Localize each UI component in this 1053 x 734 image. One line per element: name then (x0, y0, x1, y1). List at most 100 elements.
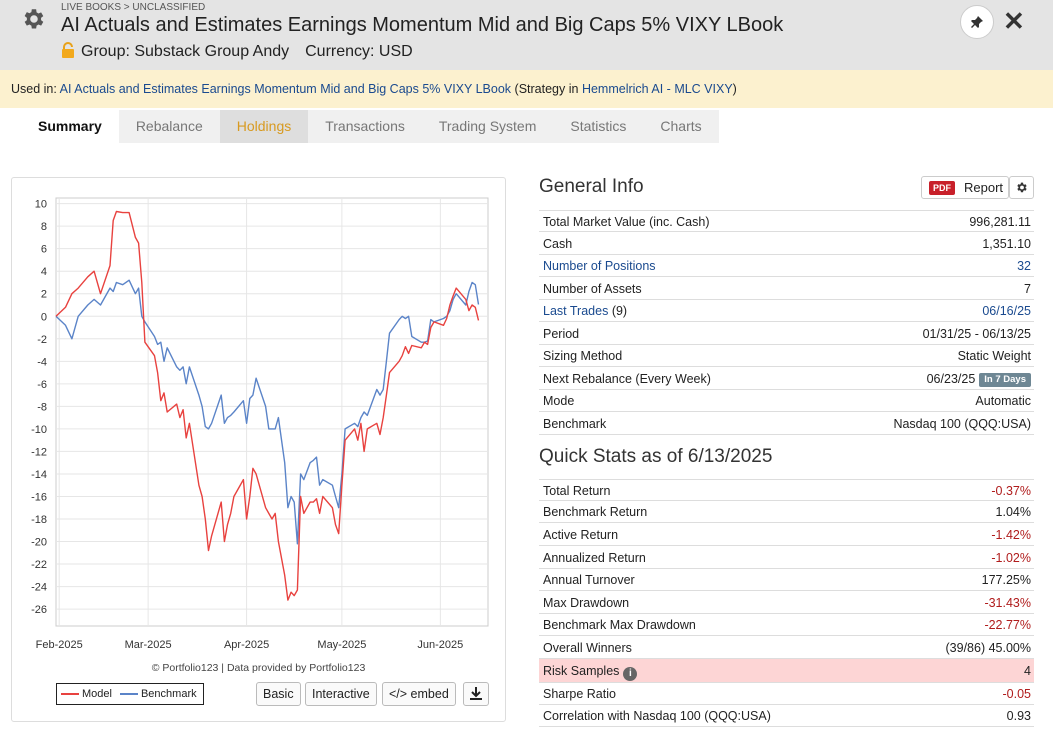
rebalance-badge: In 7 Days (979, 373, 1031, 387)
info-icon[interactable]: i (623, 667, 638, 681)
info-row-benchmark: Benchmark Nasdaq 100 (QQQ:USA) (539, 413, 1034, 435)
stat-row-risk-samples: Risk Samples i 4 (539, 659, 1034, 683)
y-tick-label: 6 (41, 244, 47, 256)
x-tick-label: Feb-2025 (36, 639, 83, 651)
stat-row-annualized-return: Annualized Return -1.02% (539, 547, 1034, 569)
lock-icon (62, 42, 74, 58)
page-header: LIVE BOOKS > UNCLASSIFIED AI Actuals and… (0, 0, 1053, 70)
pin-icon (971, 16, 983, 28)
y-tick-label: -6 (37, 379, 47, 391)
interactive-button[interactable]: Interactive (305, 682, 377, 706)
y-tick-label: -26 (31, 604, 47, 616)
stat-row-correlation: Correlation with Nasdaq 100 (QQQ:USA) 0.… (539, 705, 1034, 727)
report-button[interactable]: PDF Report (921, 176, 1009, 199)
used-in-book-link[interactable]: AI Actuals and Estimates Earnings Moment… (59, 82, 512, 96)
number-of-positions-link[interactable]: Number of Positions (543, 259, 656, 273)
used-in-prefix: Used in: (11, 82, 57, 96)
y-tick-label: -8 (37, 401, 47, 413)
basic-button[interactable]: Basic (256, 682, 301, 706)
legend-item-model[interactable]: Model (61, 688, 112, 700)
chart-legend: Model Benchmark (56, 683, 204, 705)
group-label: Group: Substack Group Andy (81, 43, 290, 60)
info-row-last-trades: Last Trades (9) 06/16/25 (539, 300, 1034, 322)
page-title: AI Actuals and Estimates Earnings Moment… (61, 14, 784, 36)
pin-button[interactable] (960, 5, 994, 39)
info-row-period: Period 01/31/25 - 06/13/25 (539, 323, 1034, 345)
close-icon[interactable]: ✕ (1003, 6, 1025, 36)
performance-chart[interactable]: 10 8 6 4 2 0 -2 -4 -6 -8 -10 -12 -14 -16 -18 -20 -22 -24 -… (12, 178, 505, 658)
x-tick-label: May-2025 (317, 639, 366, 651)
y-tick-label: 10 (35, 199, 47, 211)
info-row-next-rebalance: Next Rebalance (Every Week) 06/23/25 In 7… (539, 368, 1034, 390)
y-tick-label: -16 (31, 491, 47, 503)
legend-label-model: Model (82, 688, 112, 700)
y-tick-label: -4 (37, 356, 47, 368)
gear-icon (1017, 182, 1027, 193)
gear-icon[interactable] (20, 6, 46, 32)
stat-row-max-drawdown: Max Drawdown -31.43% (539, 592, 1034, 614)
y-tick-label: 2 (41, 289, 47, 301)
series-line-model[interactable] (55, 210, 480, 601)
pdf-icon: PDF (929, 181, 955, 195)
y-tick-label: -12 (31, 446, 47, 458)
used-in-suffix: ) (732, 82, 737, 96)
y-tick-label: -14 (31, 469, 47, 481)
last-trades-link[interactable]: Last Trades (543, 304, 609, 318)
tab-rebalance[interactable]: Rebalance (118, 110, 220, 143)
info-row-sizing-method: Sizing Method Static Weight (539, 345, 1034, 367)
series-line-benchmark[interactable] (55, 279, 480, 545)
legend-swatch-benchmark (119, 693, 138, 696)
stat-row-sharpe-ratio: Sharpe Ratio -0.05 (539, 683, 1034, 705)
tab-summary[interactable]: Summary (21, 110, 119, 143)
y-tick-label: 4 (41, 266, 47, 278)
currency-label: Currency: USD (305, 43, 413, 60)
x-tick-label: Jun-2025 (417, 639, 463, 651)
tab-transactions[interactable]: Transactions (308, 110, 422, 143)
info-row-mode: Mode Automatic (539, 390, 1034, 412)
y-tick-label: 0 (41, 311, 47, 323)
y-tick-label: -22 (31, 559, 47, 571)
used-in-strategy-link[interactable]: Hemmelrich AI - MLC VIXY (581, 82, 733, 96)
stat-row-total-return: Total Return -0.37% (539, 479, 1034, 501)
stat-row-overall-winners: Overall Winners (39/86) 45.00% (539, 637, 1034, 659)
quick-stats-title: Quick Stats as of 6/13/2025 (539, 446, 773, 467)
download-icon (470, 687, 482, 700)
number-of-positions-value-link[interactable]: 32 (1017, 259, 1031, 273)
legend-swatch-model (61, 693, 79, 696)
breadcrumb[interactable]: LIVE BOOKS > UNCLASSIFIED (61, 2, 206, 13)
download-button[interactable] (463, 682, 489, 706)
tab-bar: Summary Rebalance Holdings Transactions … (21, 110, 719, 143)
used-in-bar: Used in: AI Actuals and Estimates Earnin… (0, 70, 1053, 108)
tab-charts[interactable]: Charts (643, 110, 719, 143)
y-tick-label: -24 (31, 582, 47, 594)
used-in-middle: (Strategy in (514, 82, 579, 96)
y-tick-label: 8 (41, 221, 47, 233)
last-trades-date-link[interactable]: 06/16/25 (982, 304, 1031, 318)
y-tick-label: -2 (37, 334, 47, 346)
stat-row-annual-turnover: Annual Turnover 177.25% (539, 569, 1034, 591)
general-info-title: General Info (539, 176, 644, 197)
report-settings-button[interactable] (1009, 176, 1034, 199)
y-tick-label: -20 (31, 537, 47, 549)
stat-row-benchmark-max-drawdown: Benchmark Max Drawdown -22.77% (539, 614, 1034, 636)
legend-label-benchmark: Benchmark (140, 688, 197, 700)
x-tick-label: Apr-2025 (224, 639, 269, 651)
chart-credit: © Portfolio123 | Data provided by Portfo… (151, 662, 366, 674)
embed-button[interactable]: </> embed (382, 682, 456, 706)
info-row-number-of-positions: Number of Positions 32 (539, 255, 1034, 277)
stat-row-active-return: Active Return -1.42% (539, 524, 1034, 546)
tab-holdings[interactable]: Holdings (219, 110, 309, 143)
tab-statistics[interactable]: Statistics (553, 110, 644, 143)
quick-stats-table: Total Return -0.37% Benchmark Return 1.0… (539, 479, 1034, 729)
y-tick-label: -18 (31, 514, 47, 526)
next-rebalance-date: 06/23/25 (926, 372, 976, 386)
group-currency-line: Group: Substack Group Andy Currency: USD (61, 42, 413, 61)
stat-row-benchmark-return: Benchmark Return 1.04% (539, 501, 1034, 523)
info-row-number-of-assets: Number of Assets 7 (539, 278, 1034, 300)
tab-trading-system[interactable]: Trading System (421, 110, 554, 143)
info-row-cash: Cash 1,351.10 (539, 233, 1034, 255)
y-tick-label: -10 (31, 424, 47, 436)
general-info-table: Total Market Value (inc. Cash) 996,281.1… (539, 210, 1034, 436)
legend-item-benchmark[interactable]: Benchmark (119, 688, 197, 700)
performance-chart-panel: 10 8 6 4 2 0 -2 -4 -6 -8 -10 -12 -14 -16 -18 -20 -22 -24 -… (11, 177, 506, 722)
